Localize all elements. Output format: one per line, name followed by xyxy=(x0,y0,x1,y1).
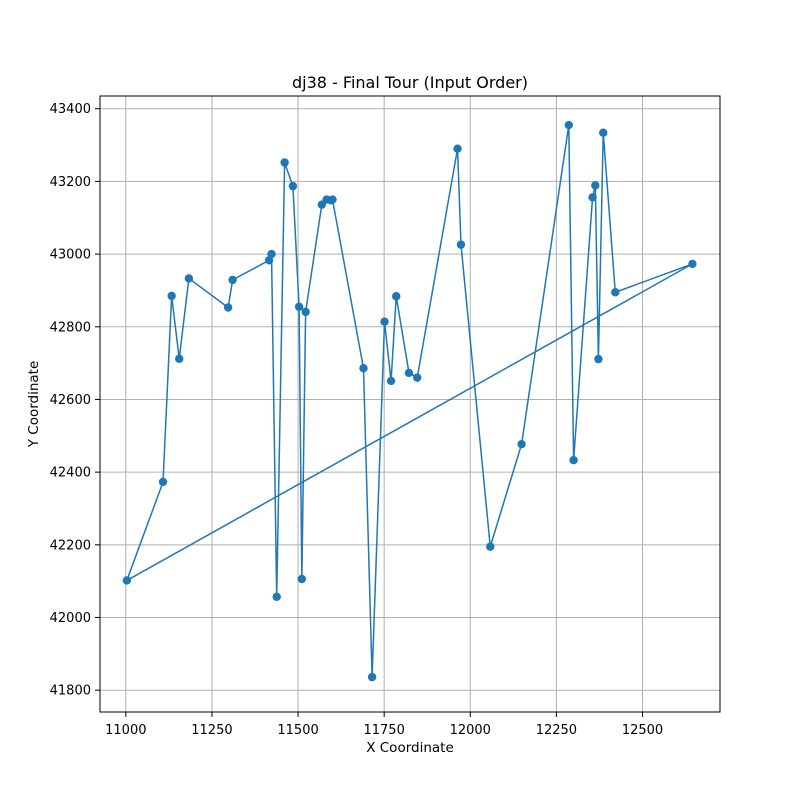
y-tick-label: 43400 xyxy=(50,102,91,117)
x-tick-label: 11250 xyxy=(191,723,232,738)
tour-point xyxy=(223,303,233,312)
tour-point xyxy=(280,158,289,167)
y-axis-ticks: 41800 42000 42200 42400 42600 42800 43000 43200… xyxy=(50,102,100,699)
x-axis-label: X Coordinate xyxy=(366,740,454,756)
x-axis-ticks: 11000 11250 11500 11750 12000 12250 12500 xyxy=(105,712,663,738)
tour-point xyxy=(301,307,310,317)
series-layer xyxy=(122,120,697,682)
x-tick-label: 11750 xyxy=(363,723,404,738)
tour-point xyxy=(175,354,184,363)
grid xyxy=(100,96,720,712)
y-tick-label: 42400 xyxy=(50,466,91,481)
y-tick-label: 42800 xyxy=(50,320,91,335)
tour-point xyxy=(588,193,597,202)
y-tick-label: 42200 xyxy=(50,538,91,553)
tour-point xyxy=(158,477,168,487)
tour-point xyxy=(386,376,396,386)
tour-point xyxy=(517,439,526,449)
tour-point xyxy=(611,288,620,297)
tour-point xyxy=(591,181,600,190)
tour-point xyxy=(392,292,401,301)
y-tick-label: 41800 xyxy=(50,684,91,699)
x-tick-label: 12500 xyxy=(622,723,663,738)
y-tick-label: 42000 xyxy=(50,611,91,626)
tour-point xyxy=(272,592,281,601)
tour-point xyxy=(267,249,276,259)
chart-title: dj38 - Final Tour (Input Order) xyxy=(292,73,528,92)
tour-point xyxy=(122,576,132,585)
tour-point xyxy=(456,240,466,249)
tour-point xyxy=(228,275,237,285)
tour-point xyxy=(367,672,377,682)
tour-point xyxy=(413,373,422,382)
tour-point xyxy=(294,302,304,311)
tour-point xyxy=(569,455,578,465)
tour-point xyxy=(688,259,697,269)
y-tick-label: 42600 xyxy=(50,393,91,408)
tour-point xyxy=(594,354,603,364)
tour-point xyxy=(288,181,298,191)
tour-point xyxy=(404,368,414,378)
tour-point xyxy=(599,128,608,137)
tour-point xyxy=(453,144,462,153)
x-tick-label: 11000 xyxy=(105,723,146,738)
x-tick-label: 12250 xyxy=(536,723,577,738)
plot-frame xyxy=(99,95,721,713)
tour-point xyxy=(184,274,194,283)
plot-background xyxy=(100,96,720,712)
y-tick-label: 43000 xyxy=(50,248,91,263)
tour-point xyxy=(297,574,307,584)
tour-point xyxy=(564,120,573,130)
tour-point xyxy=(359,364,368,373)
y-axis-label: Y Coordinate xyxy=(26,361,42,449)
tour-point xyxy=(328,195,337,204)
x-tick-label: 11500 xyxy=(277,723,318,738)
x-tick-label: 12000 xyxy=(450,723,491,738)
tour-point xyxy=(380,317,389,326)
y-tick-label: 43200 xyxy=(50,175,91,190)
tour-point xyxy=(167,291,176,301)
tour-point xyxy=(486,542,495,551)
